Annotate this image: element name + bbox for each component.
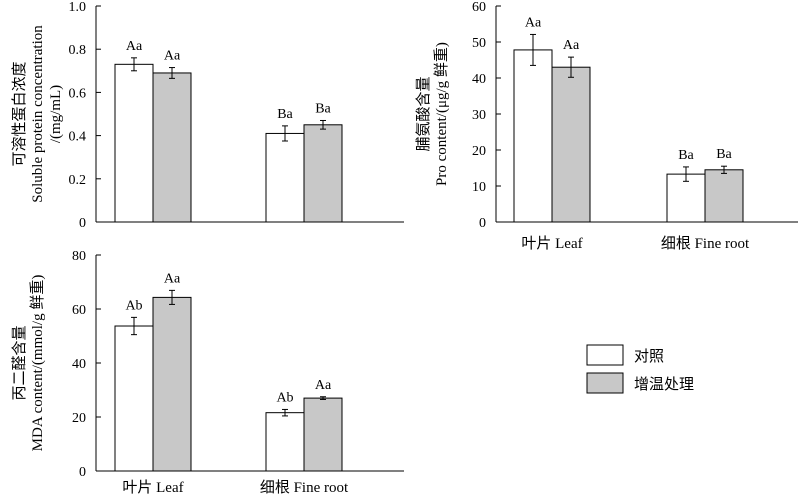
y-axis-label: 丙二醛含量 xyxy=(11,325,28,400)
legend-swatch xyxy=(586,344,624,366)
y-axis-label: Soluble protein concentration xyxy=(30,25,46,203)
y-axis-label: Pro content/(μg/g 鲜重) xyxy=(433,42,450,186)
x-category-label: 叶片 Leaf xyxy=(122,479,183,496)
bar-series-1-1 xyxy=(303,124,343,223)
legend-swatch xyxy=(586,372,624,394)
significance-label: Aa xyxy=(164,271,181,286)
significance-label: Aa xyxy=(126,39,143,54)
significance-label: Ba xyxy=(315,101,331,116)
significance-label: Aa xyxy=(525,15,542,30)
bar-series-1-0 xyxy=(551,66,591,223)
y-tick-label: 40 xyxy=(72,357,86,372)
y-tick-label: 0 xyxy=(479,216,486,231)
y-tick-label: 0.6 xyxy=(69,86,87,101)
significance-label: Ba xyxy=(716,147,732,162)
bar-series-1-0 xyxy=(152,296,192,472)
y-tick-label: 0.2 xyxy=(69,173,87,188)
bar-series-0-1 xyxy=(265,412,305,472)
significance-label: Ab xyxy=(276,390,293,405)
significance-label: Aa xyxy=(164,49,181,64)
y-tick-label: 10 xyxy=(472,180,486,195)
bar-series-1-1 xyxy=(704,169,744,223)
y-tick-label: 20 xyxy=(472,144,486,159)
legend-label: 增温处理 xyxy=(634,376,694,393)
x-category-label: 叶片 Leaf xyxy=(521,235,582,252)
y-axis-label: MDA content/(mmol/g 鲜重) xyxy=(29,275,46,452)
bar-series-0-1 xyxy=(265,132,305,223)
y-tick-label: 60 xyxy=(472,0,486,15)
y-tick-label: 1.0 xyxy=(69,0,87,15)
y-axis-label: 可溶性蛋白浓度 xyxy=(11,61,28,166)
bar-series-0-0 xyxy=(114,63,154,223)
bar-series-1-0 xyxy=(152,72,192,223)
bar-series-0-0 xyxy=(513,49,553,223)
x-category-label: 细根 Fine root xyxy=(260,479,349,496)
y-tick-label: 60 xyxy=(72,303,86,318)
significance-label: Ba xyxy=(678,148,694,163)
y-axis-label: 脯氨酸含量 xyxy=(415,76,432,151)
chart-panel-soluble-protein: 0 0.2 0.4 0.6 0.8 1.0 Aa Ba Aa Ba 可溶性蛋白浓度 Soluble p… xyxy=(11,0,404,231)
x-category-label: 细根 Fine root xyxy=(661,235,750,252)
legend-label: 对照 xyxy=(634,348,664,365)
chart-panel-mda: 0 20 40 60 80 Ab Ab Aa Aa 叶片 Leaf 细根 Fine root 丙二醛含… xyxy=(11,249,404,496)
bar-series-1-1 xyxy=(303,397,343,472)
y-tick-label: 0.4 xyxy=(69,130,87,145)
significance-label: Aa xyxy=(563,38,580,53)
y-tick-label: 0.8 xyxy=(69,43,87,58)
significance-label: Aa xyxy=(315,378,332,393)
y-tick-label: 40 xyxy=(472,72,486,87)
y-tick-label: 80 xyxy=(72,249,86,264)
y-tick-label: 0 xyxy=(79,465,86,480)
y-tick-label: 50 xyxy=(472,36,486,51)
significance-label: Ab xyxy=(125,298,142,313)
y-tick-label: 20 xyxy=(72,411,86,426)
y-axis-label: /(mg/mL) xyxy=(48,85,64,143)
bar-series-0-0 xyxy=(114,325,154,472)
chart-panel-proline: 0 10 20 30 40 50 60 Aa Ba Aa Ba 叶片 Leaf 细根 Fine root… xyxy=(415,0,798,252)
y-tick-label: 30 xyxy=(472,108,486,123)
significance-label: Ba xyxy=(277,107,293,122)
y-tick-label: 0 xyxy=(79,216,86,231)
bar-series-0-1 xyxy=(666,173,706,223)
